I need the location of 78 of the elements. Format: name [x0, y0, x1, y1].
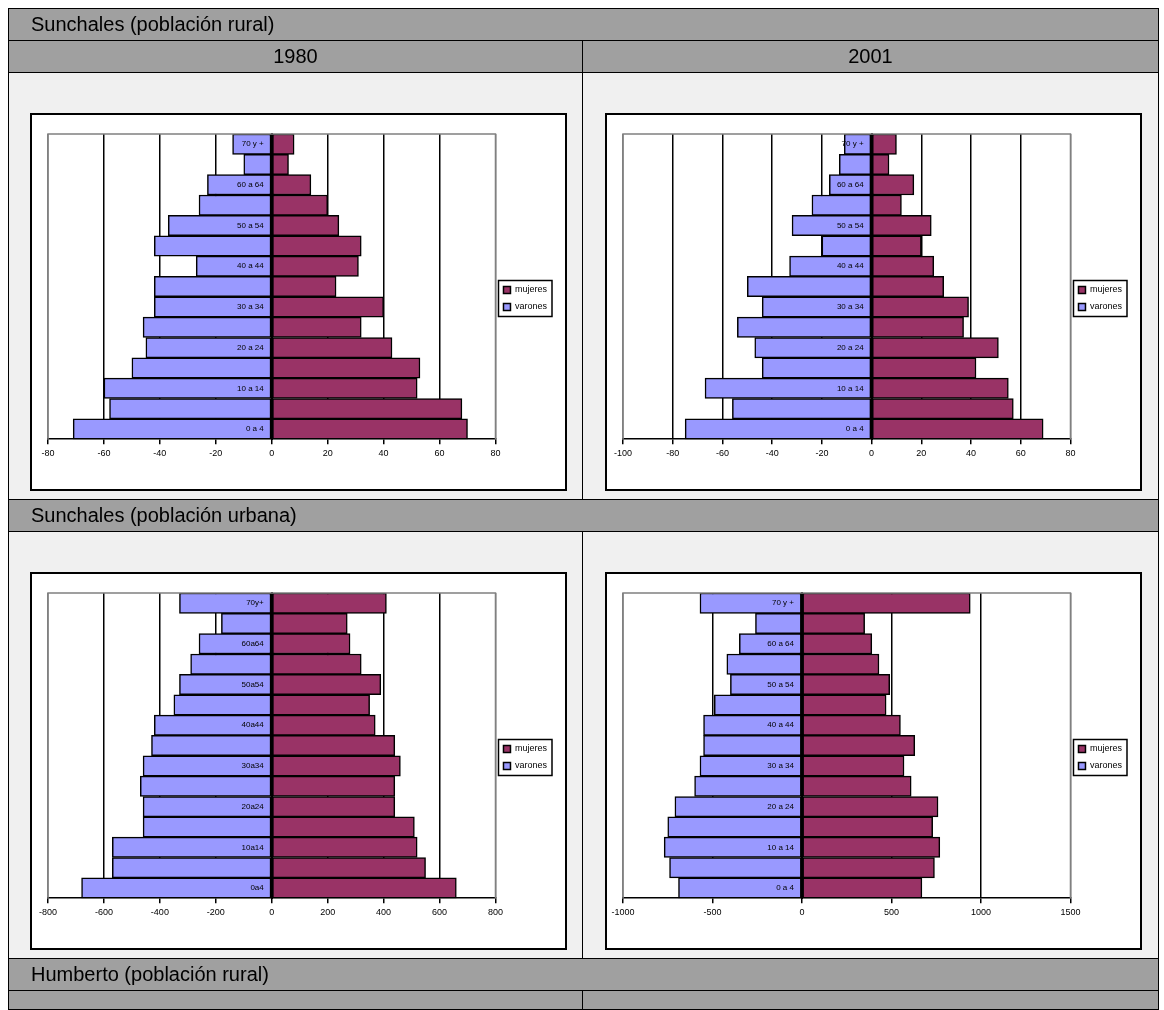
x-tick-label: 0: [799, 907, 805, 918]
y-tick-label: 20 a 24: [767, 801, 795, 811]
y-tick-label: 10 a 14: [767, 842, 795, 852]
y-tick-label: 60a64: [241, 639, 265, 649]
x-tick-label: -600: [94, 907, 113, 918]
x-tick-label: 60: [434, 448, 445, 459]
x-tick-label: 800: [487, 907, 503, 918]
x-tick-label: -40: [765, 448, 779, 459]
y-tick-label: 0 a 4: [845, 424, 865, 434]
x-tick-label: 1500: [1060, 907, 1081, 918]
x-tick-label: 400: [376, 907, 392, 918]
x-tick-label: 80: [1065, 448, 1076, 459]
y-tick-label: 50 a 54: [237, 220, 265, 230]
y-tick-label: 20a24: [241, 801, 265, 811]
x-tick-label: -40: [153, 448, 167, 459]
x-tick-label: 0: [869, 448, 875, 459]
legend-label: mujeres: [514, 743, 548, 754]
x-tick-label: -60: [715, 448, 729, 459]
text: Humberto (población rural): [31, 963, 269, 985]
y-tick-label: 30a34: [241, 761, 265, 771]
y-tick-label: 40 a 44: [836, 261, 865, 271]
x-tick-label: 40: [966, 448, 977, 459]
legend-label: varones: [514, 760, 548, 771]
x-tick-label: -80: [41, 448, 55, 459]
x-tick-label: 1000: [970, 907, 991, 918]
x-tick-label: 500: [883, 907, 899, 918]
chart-title: Sunchales (población rural): [31, 13, 275, 35]
x-tick-label: 40: [378, 448, 389, 459]
y-tick-label: 70y+: [246, 598, 265, 608]
x-tick-label: 0: [269, 907, 275, 918]
legend-label: varones: [514, 301, 548, 312]
x-tick-label: 60: [1015, 448, 1026, 459]
y-tick-label: 10a14: [241, 842, 265, 852]
x-tick-label: -1000: [611, 907, 635, 918]
x-tick-label: -400: [150, 907, 169, 918]
x-tick-label: 20: [916, 448, 927, 459]
y-tick-label: 60 a 64: [237, 180, 265, 190]
x-tick-label: -80: [666, 448, 680, 459]
legend-label: mujeres: [1089, 743, 1123, 754]
y-tick-label: 10 a 14: [237, 383, 265, 393]
x-tick-label: -200: [206, 907, 225, 918]
x-tick-label: 200: [320, 907, 336, 918]
x-tick-label: -500: [703, 907, 722, 918]
y-tick-label: 0 a 4: [776, 883, 795, 893]
legend-label: varones: [1089, 760, 1123, 771]
y-tick-label: 40 a 44: [767, 720, 795, 730]
y-tick-label: 0 a 4: [245, 424, 265, 434]
y-tick-label: 40a44: [241, 720, 265, 730]
y-tick-label: 70 y +: [241, 139, 265, 149]
y-tick-label: 60 a 64: [836, 180, 865, 190]
x-tick-label: 0: [269, 448, 275, 459]
y-tick-label: 70 y +: [771, 598, 795, 608]
y-tick-label: 20 a 24: [237, 342, 265, 352]
y-tick-label: 50 a 54: [767, 679, 795, 689]
legend-label: mujeres: [1089, 284, 1123, 295]
y-tick-label: 40 a 44: [237, 261, 265, 271]
y-tick-label: 30 a 34: [836, 302, 865, 312]
x-tick-label: 80: [490, 448, 501, 459]
x-tick-label: -20: [209, 448, 223, 459]
y-tick-label: 20 a 24: [836, 342, 865, 352]
chart-subtitle: 1980: [273, 45, 318, 67]
y-tick-label: 50a54: [241, 679, 265, 689]
chart-subtitle: 2001: [848, 45, 893, 67]
y-tick-label: 0a4: [250, 883, 265, 893]
y-tick-label: 10 a 14: [836, 383, 865, 393]
y-tick-label: 50 a 54: [836, 220, 865, 230]
legend-label: mujeres: [514, 284, 548, 295]
x-tick-label: -60: [97, 448, 111, 459]
chart-title: Sunchales (población urbana): [31, 504, 297, 526]
x-tick-label: -100: [613, 448, 633, 459]
x-tick-label: -800: [38, 907, 58, 918]
legend-label: varones: [1089, 301, 1123, 312]
x-tick-label: -20: [815, 448, 829, 459]
x-tick-label: 20: [322, 448, 333, 459]
y-tick-label: 30 a 34: [767, 761, 795, 771]
y-tick-label: 60 a 64: [767, 639, 795, 649]
x-tick-label: 600: [432, 907, 448, 918]
y-tick-label: 30 a 34: [237, 302, 265, 312]
